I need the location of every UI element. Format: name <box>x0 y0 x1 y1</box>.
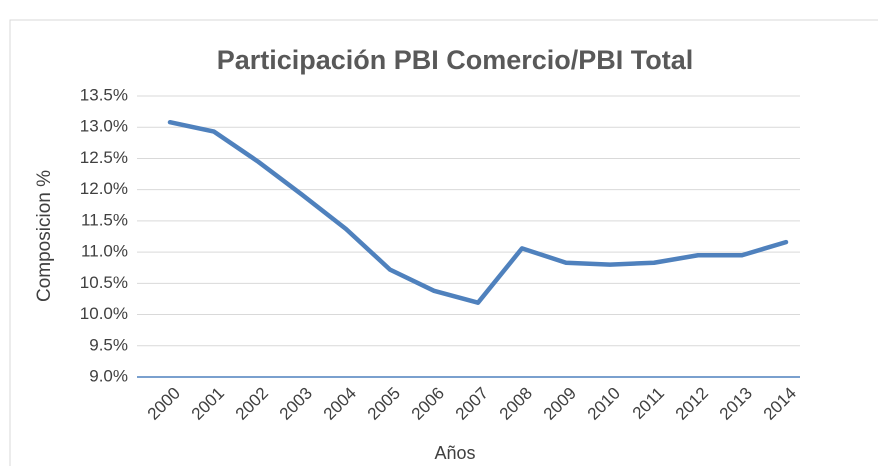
line-series <box>167 119 789 305</box>
y-tick-label: 12.0% <box>80 179 128 198</box>
chart-frame <box>9 19 878 466</box>
x-axis-title: Años <box>434 443 475 463</box>
y-tick-label: 11.0% <box>81 242 128 261</box>
y-tick-label: 9.0% <box>89 366 128 385</box>
y-tick-label: 11.5% <box>81 210 128 229</box>
y-axis-title: Composicion % <box>34 170 55 302</box>
y-tick-label: 10.0% <box>80 304 128 323</box>
y-tick-label: 10.5% <box>80 273 128 292</box>
y-tick-label: 9.5% <box>89 335 128 354</box>
y-tick-label: 13.5% <box>80 85 128 104</box>
y-tick-label: 12.5% <box>80 148 128 167</box>
y-tick-label: 13.0% <box>80 117 128 136</box>
chart-title: Participación PBI Comercio/PBI Total <box>217 45 694 75</box>
